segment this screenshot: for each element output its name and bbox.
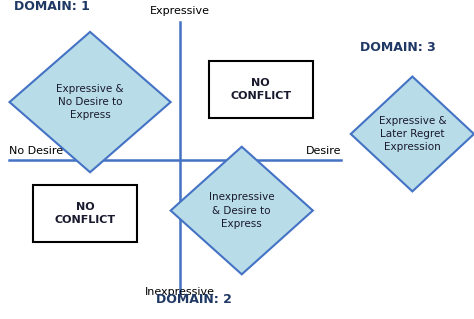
Text: DOMAIN: 1: DOMAIN: 1 [14,0,90,13]
Text: No Desire: No Desire [9,146,64,156]
Text: Desire: Desire [306,146,341,156]
Text: Inexpressive: Inexpressive [145,287,215,297]
Text: NO
CONFLICT: NO CONFLICT [230,78,291,101]
Text: Expressive: Expressive [150,6,210,16]
Text: DOMAIN: 3: DOMAIN: 3 [360,41,436,55]
Polygon shape [351,77,474,191]
FancyBboxPatch shape [33,185,137,242]
Text: DOMAIN: 2: DOMAIN: 2 [156,293,232,306]
FancyBboxPatch shape [209,61,313,118]
Text: Inexpressive
& Desire to
Express: Inexpressive & Desire to Express [209,192,274,229]
Text: NO
CONFLICT: NO CONFLICT [55,202,116,225]
Text: Expressive &
Later Regret
Expression: Expressive & Later Regret Expression [379,116,446,152]
Polygon shape [171,147,313,274]
Polygon shape [9,32,171,172]
Text: Expressive &
No Desire to
Express: Expressive & No Desire to Express [56,84,124,120]
